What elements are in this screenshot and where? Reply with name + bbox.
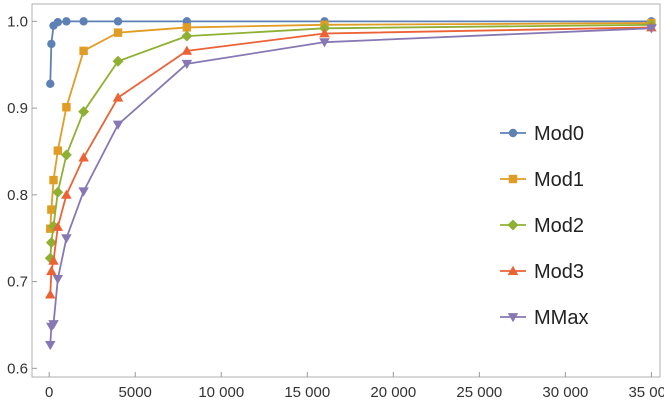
data-point-mod3 [181, 45, 193, 55]
x-tick-label: 25 000 [456, 384, 502, 401]
data-point-mod2 [60, 149, 72, 161]
legend-item-mmax: MMax [500, 307, 588, 329]
series-mod3 [45, 22, 657, 299]
data-point-mod1 [49, 175, 58, 185]
data-point-mod2 [48, 220, 59, 232]
data-point-mod3 [45, 289, 56, 299]
data-point-mmax [48, 320, 59, 330]
series-line-mod0 [49, 20, 652, 84]
data-point-mmax [319, 38, 330, 48]
data-point-mod0 [53, 18, 63, 27]
x-tick-label: 30 000 [542, 384, 588, 401]
data-point-mod1 [53, 146, 63, 155]
legend-label: Mod0 [534, 123, 584, 145]
data-point-mod3 [112, 92, 124, 102]
legend-item-mod1: Mod1 [500, 169, 584, 191]
data-point-mod1 [113, 28, 123, 37]
legend-item-mod2: Mod2 [500, 215, 584, 237]
data-point-mmax [112, 120, 124, 130]
data-point-mmax [78, 187, 89, 197]
data-point-mod3 [52, 221, 64, 231]
data-point-mod0 [47, 39, 56, 49]
axes: 0 5000 10 000 15 000 20 000 25 000 30 000 35 00… [7, 13, 664, 401]
data-point-mod3 [48, 255, 59, 265]
series-mmax [45, 24, 657, 351]
series-layer [44, 17, 657, 351]
data-point-mod3 [61, 189, 72, 199]
data-point-mod3 [46, 265, 57, 276]
plot-frame [31, 3, 661, 378]
legend-item-mod0: Mod0 [500, 123, 584, 145]
y-tick-label: 0.8 [7, 187, 28, 204]
data-point-mod2 [78, 106, 90, 118]
x-tick-label: 15 000 [284, 384, 330, 401]
data-point-mod0 [46, 79, 55, 89]
legend-label: MMax [534, 307, 588, 329]
series-line-mod1 [49, 22, 652, 229]
data-point-mmax [45, 340, 56, 351]
legend-label: Mod2 [534, 215, 584, 237]
x-tick-label: 5000 [119, 384, 152, 401]
data-point-mod1 [47, 205, 56, 214]
data-point-mod2 [45, 237, 57, 249]
series-line-mod2 [49, 23, 652, 259]
data-point-mod1 [46, 224, 55, 233]
data-point-mod0 [113, 17, 123, 26]
data-point-mod1 [182, 23, 192, 32]
x-tick-label: 10 000 [198, 384, 244, 401]
legend-label: Mod1 [534, 169, 584, 191]
x-tick-label: 20 000 [370, 384, 416, 401]
series-mod1 [46, 18, 656, 233]
x-tick-label: 0 [45, 384, 53, 401]
y-tick-label: 0.6 [7, 360, 28, 377]
data-point-mmax [52, 275, 64, 285]
y-tick-label: 1.0 [7, 13, 28, 30]
legend-marker-mod2 [507, 219, 519, 231]
data-point-mod1 [62, 103, 71, 112]
data-point-mmax [181, 59, 193, 70]
data-point-mod3 [319, 28, 330, 38]
data-point-mod3 [78, 152, 89, 162]
data-point-mod2 [52, 186, 64, 198]
legend-label: Mod3 [534, 261, 584, 283]
data-point-mod2 [181, 30, 193, 42]
legend-marker-mod3 [507, 265, 519, 275]
x-tick-label: 35 000 [628, 384, 664, 401]
legend-item-mod3: Mod3 [500, 261, 584, 283]
legend: Mod0 Mod1 Mod2 Mod3 MMax [500, 123, 588, 329]
y-tick-label: 0.9 [7, 100, 28, 117]
data-point-mmax [646, 24, 657, 34]
series-line-mod3 [49, 26, 652, 295]
legend-marker-mod0 [508, 128, 518, 138]
y-tick-label: 0.7 [7, 274, 28, 291]
data-point-mod2 [112, 55, 124, 67]
legend-marker-mmax [507, 313, 519, 323]
legend-marker-mod1 [508, 174, 518, 184]
data-point-mod0 [79, 17, 88, 26]
data-point-mmax [61, 234, 72, 244]
data-point-mod1 [79, 46, 88, 56]
data-point-mod0 [62, 17, 71, 26]
